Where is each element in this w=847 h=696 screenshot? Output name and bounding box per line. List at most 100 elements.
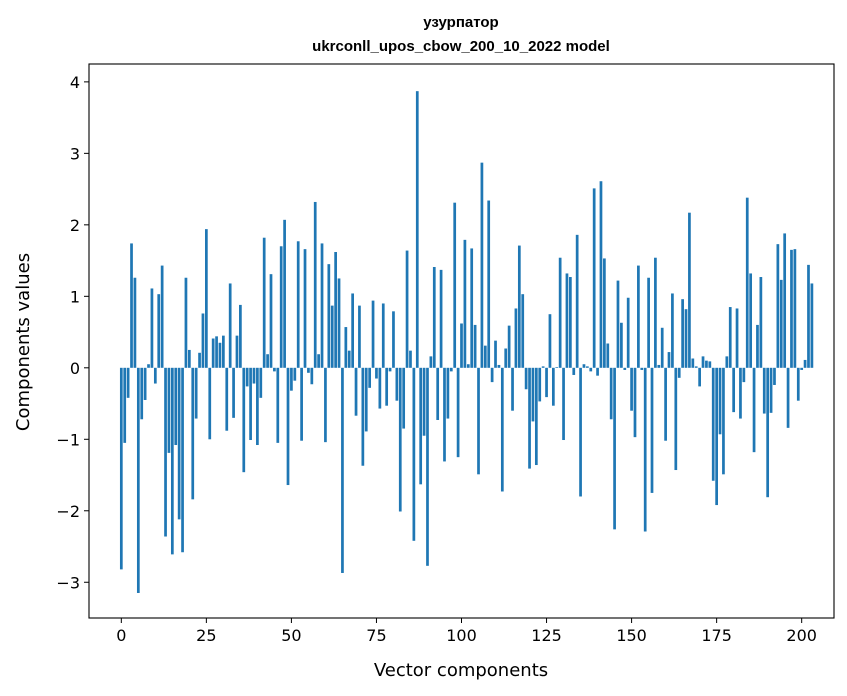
bar-156 xyxy=(650,367,654,493)
bar-201 xyxy=(803,359,807,368)
bar-186 xyxy=(752,367,756,453)
bar-122 xyxy=(534,367,538,466)
bar-114 xyxy=(507,325,511,368)
bar-203 xyxy=(810,283,814,368)
bar-78 xyxy=(385,367,389,406)
bar-15 xyxy=(170,367,174,555)
bar-70 xyxy=(358,305,361,368)
bar-159 xyxy=(660,327,664,368)
bar-138 xyxy=(589,367,593,372)
x-tick-label-0: 0 xyxy=(116,626,126,645)
y-tick-label-2: 2 xyxy=(70,216,80,235)
bar-198 xyxy=(793,249,797,368)
bar-29 xyxy=(218,342,222,368)
bar-95 xyxy=(443,367,446,462)
bar-168 xyxy=(691,358,695,368)
bar-1 xyxy=(123,367,127,443)
bar-53 xyxy=(300,367,303,441)
bar-140 xyxy=(596,367,599,376)
bar-106 xyxy=(480,162,484,368)
bar-24 xyxy=(201,313,205,368)
bar-48 xyxy=(283,219,286,368)
bar-117 xyxy=(517,245,521,368)
bar-65 xyxy=(341,367,344,573)
bar-180 xyxy=(732,367,736,413)
y-tick-label-1: 1 xyxy=(70,287,80,306)
bar-12 xyxy=(160,265,164,368)
plot-frame xyxy=(88,63,835,619)
bar-118 xyxy=(521,294,525,368)
bar-99 xyxy=(456,367,460,458)
bar-51 xyxy=(293,367,297,381)
bar-64 xyxy=(337,278,341,368)
bar-40 xyxy=(256,367,259,446)
bar-193 xyxy=(776,244,780,368)
bar-85 xyxy=(409,350,412,368)
bar-108 xyxy=(487,200,491,368)
bar-27 xyxy=(211,338,215,368)
bar-184 xyxy=(745,197,749,368)
y-tick-label--3: −3 xyxy=(56,573,80,592)
bar-91 xyxy=(429,356,433,368)
bar-72 xyxy=(364,367,368,432)
y-tick-label-3: 3 xyxy=(70,144,80,163)
bar-115 xyxy=(511,367,514,411)
y-tick-label--2: −2 xyxy=(56,502,80,521)
bar-43 xyxy=(266,354,269,368)
chart-title-line2: ukrconll_upos_cbow_200_10_2022 model xyxy=(312,38,610,55)
bar-157 xyxy=(654,257,657,368)
x-axis: 0 25 50 75 100 125 150 175 200 xyxy=(116,618,817,645)
bar-17 xyxy=(177,367,181,520)
bar-44 xyxy=(269,274,273,368)
bar-177 xyxy=(722,367,725,475)
bar-146 xyxy=(616,280,620,368)
bar-61 xyxy=(327,264,331,368)
bar-103 xyxy=(470,248,474,368)
bar-166 xyxy=(684,309,688,368)
bar-133 xyxy=(572,367,576,375)
bar-165 xyxy=(681,299,684,368)
bar-58 xyxy=(317,354,320,368)
bar-87 xyxy=(415,91,419,368)
bar-132 xyxy=(569,277,572,368)
bar-154 xyxy=(643,367,647,532)
bar-172 xyxy=(705,360,708,368)
bar-161 xyxy=(667,352,671,368)
bar-190 xyxy=(766,367,770,498)
bar-191 xyxy=(769,367,773,413)
bar-136 xyxy=(582,364,586,368)
bar-167 xyxy=(688,212,691,368)
bar-63 xyxy=(334,252,337,368)
bar-125 xyxy=(545,367,548,398)
bar-8 xyxy=(147,364,150,368)
bar-18 xyxy=(181,367,184,553)
bar-50 xyxy=(290,367,293,391)
bar-119 xyxy=(524,367,528,390)
bar-46 xyxy=(276,367,280,443)
bar-175 xyxy=(715,367,718,506)
x-tick-label-125: 125 xyxy=(531,626,562,645)
x-tick-label-150: 150 xyxy=(616,626,647,645)
bar-145 xyxy=(613,367,616,530)
bar-16 xyxy=(174,367,178,446)
bar-14 xyxy=(167,367,171,453)
x-axis-label: Vector components xyxy=(374,660,548,681)
bar-2 xyxy=(126,367,130,398)
bar-9 xyxy=(150,288,154,368)
bar-97 xyxy=(449,367,453,372)
bar-152 xyxy=(637,265,640,368)
bar-139 xyxy=(592,188,596,368)
bar-45 xyxy=(273,367,276,372)
bar-110 xyxy=(494,340,497,368)
bar-160 xyxy=(664,367,667,441)
bar-79 xyxy=(388,367,392,372)
bar-81 xyxy=(395,367,399,401)
bar-75 xyxy=(375,367,378,379)
bar-126 xyxy=(548,314,552,368)
bar-111 xyxy=(497,364,501,368)
bar-33 xyxy=(232,367,235,418)
bar-135 xyxy=(579,367,582,497)
bar-89 xyxy=(422,367,426,436)
